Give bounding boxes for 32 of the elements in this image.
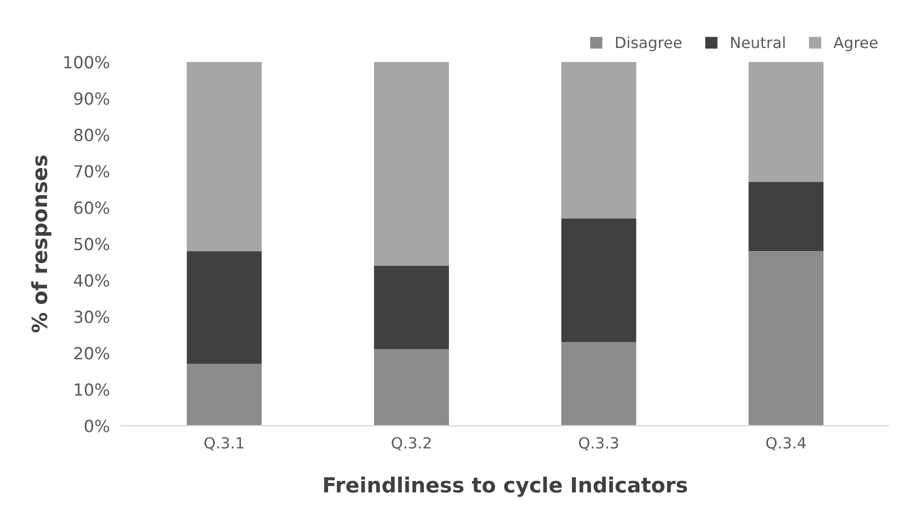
y-tick-label: 60% — [74, 201, 110, 214]
x-tick-label: Q.3.1 — [204, 437, 244, 450]
y-axis-title: % of responses — [31, 156, 52, 332]
bar — [186, 251, 262, 364]
x-tick-label: Q.3.2 — [392, 437, 431, 450]
x-tick-label: Q.3.3 — [579, 437, 618, 450]
legend-label: Neutral — [731, 36, 785, 48]
y-tick-label: 80% — [74, 128, 110, 142]
bar — [374, 349, 449, 426]
y-tick-label: 70% — [74, 165, 110, 178]
y-tick-label: 50% — [74, 238, 110, 250]
x-tick-label: Q.3.4 — [766, 437, 806, 450]
legend-label: Disagree — [616, 36, 682, 52]
bar — [374, 62, 449, 266]
bar — [748, 251, 824, 426]
legend-label: Agree — [834, 36, 878, 52]
bar — [748, 182, 824, 252]
x-axis-title: Freindliness to cycle Indicators — [324, 476, 688, 497]
bar — [374, 266, 449, 350]
bar — [561, 342, 636, 426]
y-tick-label: 90% — [74, 92, 110, 105]
bar — [561, 62, 636, 218]
y-tick-label: 40% — [74, 274, 110, 287]
bar — [186, 364, 262, 426]
y-tick-label: 0% — [84, 420, 110, 432]
bar — [748, 62, 824, 182]
bar — [561, 218, 636, 342]
y-tick-label: 100% — [64, 56, 110, 68]
y-tick-label: 10% — [74, 383, 110, 396]
bar — [186, 62, 262, 252]
y-tick-label: 20% — [74, 346, 110, 360]
y-tick-label: 30% — [74, 310, 110, 324]
